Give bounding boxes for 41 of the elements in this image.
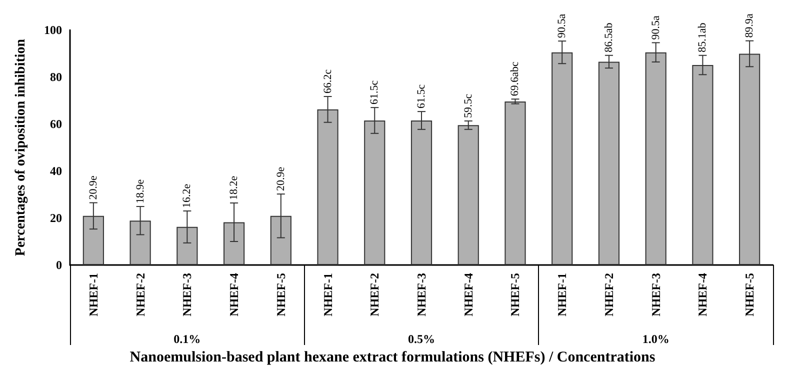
x-axis-title: Nanoemulsion-based plant hexane extract formulations (NHEFs) / Concentrations (130, 350, 656, 366)
x-tick-label: NHEF-3 (414, 273, 428, 316)
data-label: 66.2c (322, 69, 334, 94)
x-tick-label: NHEF-5 (274, 273, 288, 316)
y-tick-label: 0 (56, 258, 62, 272)
text: 1.0% (642, 332, 670, 346)
text: 0.1% (174, 332, 201, 346)
data-label: 89.9a (744, 14, 756, 38)
data-label: 86.5ab (602, 22, 615, 52)
data-label: 69.6abc (509, 61, 522, 96)
x-tick-label: NHEF-4 (227, 273, 242, 316)
data-label: 20.9e (274, 166, 287, 192)
x-tick-label: NHEF-2 (368, 273, 382, 316)
text: 0.5% (408, 332, 435, 346)
y-axis-title: Percentages of oviposition inhibition (14, 38, 28, 256)
x-tick-label: NHEF-5 (742, 273, 757, 316)
data-label: 18.9e (134, 179, 146, 204)
x-tick-label: NHEF-3 (180, 273, 194, 316)
data-label: 85.1ab (696, 22, 709, 52)
data-label: 90.5a (556, 14, 568, 38)
x-tick-label: NHEF-3 (648, 273, 663, 316)
y-tick-label: 100 (44, 23, 62, 37)
x-tick-label: NHEF-2 (133, 273, 148, 316)
x-tick-label: NHEF-2 (602, 273, 616, 316)
data-label: 61.5c (416, 84, 428, 109)
x-tick-label: NHEF-1 (86, 273, 100, 316)
x-tick-label: NHEF-5 (508, 273, 522, 316)
data-label: 18.2e (228, 176, 240, 200)
y-tick-label: 20 (50, 211, 62, 225)
x-tick-label: NHEF-4 (461, 273, 476, 316)
y-tick-label: 60 (50, 117, 62, 131)
x-tick-label: NHEF-1 (320, 273, 335, 316)
y-tick-label: 40 (50, 164, 62, 178)
x-tick-label: NHEF-1 (555, 273, 570, 316)
x-tick-label: NHEF-4 (696, 273, 710, 316)
y-tick-label: 80 (50, 70, 62, 84)
data-label: 59.5c (462, 94, 474, 118)
data-label: 20.9e (87, 175, 100, 200)
data-label: 61.5c (368, 80, 381, 105)
data-label: 90.5a (650, 15, 662, 40)
data-label: 16.2e (181, 184, 194, 208)
